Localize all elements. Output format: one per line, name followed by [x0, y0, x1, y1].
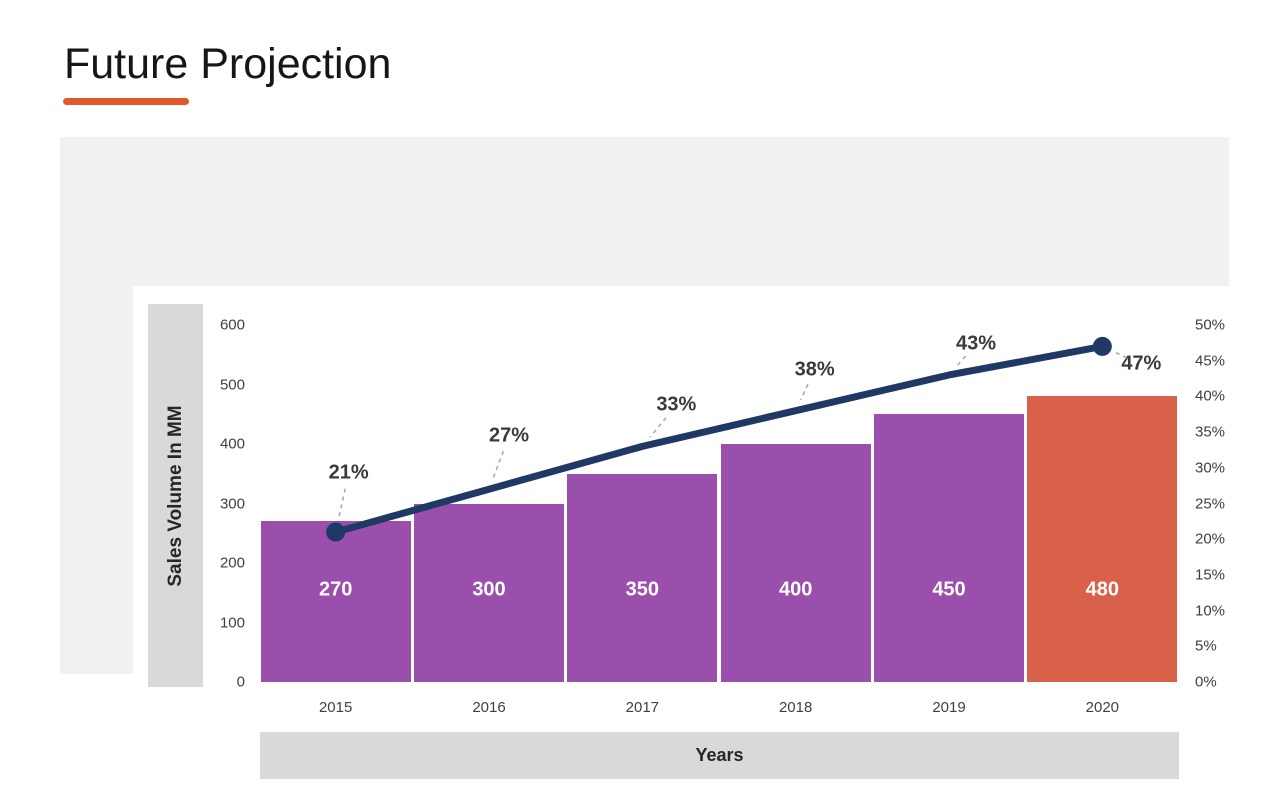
- x-axis-tick-label: 2017: [625, 699, 660, 716]
- x-axis-title: Years: [695, 745, 744, 765]
- bar-value-label: 300: [472, 578, 506, 601]
- x-axis-tick-label: 2018: [778, 699, 813, 716]
- y-axis-title-band: Sales Volume In MM: [148, 304, 203, 687]
- bar-value-label: 400: [778, 578, 813, 601]
- line-point-label: 33%: [656, 393, 697, 416]
- bar-2015: [260, 521, 411, 682]
- secondary-axis-tick-label: 0%: [1195, 673, 1217, 691]
- secondary-axis-tick-label: 15%: [1195, 566, 1226, 584]
- y-axis-tick-label: 400: [219, 435, 245, 453]
- secondary-axis-tick-label: 40%: [1195, 387, 1226, 405]
- y-axis-tick-label: 500: [219, 376, 245, 393]
- bar-value-label: 450: [932, 578, 966, 601]
- secondary-axis-tick-label: 30%: [1195, 459, 1226, 477]
- x-axis-tick-label: 2020: [1085, 699, 1120, 716]
- secondary-axis-tick-label: 50%: [1195, 316, 1226, 334]
- secondary-axis-tick-label: 45%: [1195, 352, 1226, 370]
- line-point-label: 21%: [328, 461, 369, 484]
- y-axis-tick-label: 100: [219, 614, 245, 631]
- bar-2019: [873, 414, 1025, 682]
- x-axis-tick-label: 2019: [932, 699, 966, 716]
- y-axis-tick-label: 600: [219, 316, 245, 334]
- y-axis-tick-label: 200: [219, 554, 245, 572]
- secondary-axis-tick-label: 10%: [1195, 602, 1226, 620]
- bar-2018: [720, 444, 871, 682]
- secondary-axis-tick-label: 20%: [1195, 530, 1226, 548]
- bar-value-label: 480: [1085, 578, 1120, 601]
- line-point-label: 43%: [955, 332, 997, 355]
- secondary-axis-tick-label: 35%: [1195, 423, 1226, 441]
- y-axis-tick-label: 300: [219, 495, 245, 512]
- line-point-label: 38%: [794, 358, 835, 381]
- page-title: Future Projection: [64, 40, 392, 88]
- line-point-label: 27%: [488, 424, 530, 447]
- title-accent-underline: [63, 98, 189, 105]
- x-axis-title-band: Years: [260, 732, 1179, 779]
- x-axis-tick-label: 2016: [472, 699, 506, 716]
- bar-2020: [1027, 396, 1178, 682]
- x-axis-tick-label: 2015: [318, 699, 353, 716]
- line-point-label: 47%: [1121, 352, 1162, 375]
- chart-outer-panel: Sales Volume In MM 0 100 200 300 400 500 600 0%…: [60, 137, 1267, 796]
- secondary-axis-tick-label: 25%: [1195, 495, 1226, 512]
- bar-value-label: 350: [625, 578, 660, 601]
- secondary-axis-tick-label: 5%: [1195, 637, 1217, 655]
- bar-value-label: 270: [318, 578, 353, 601]
- y-axis-tick-label: 0: [236, 673, 245, 691]
